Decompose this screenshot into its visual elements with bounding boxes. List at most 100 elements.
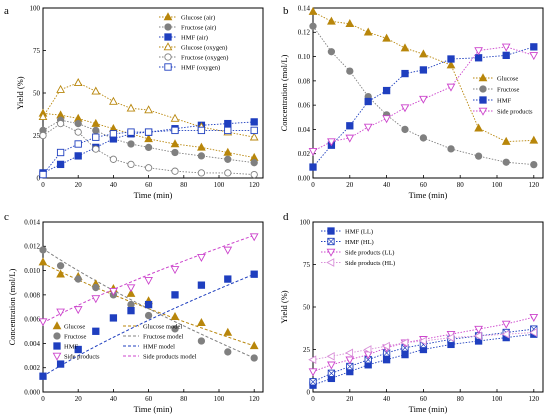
data-point bbox=[171, 291, 179, 299]
legend: Glucose Fructose HMF Side products bbox=[473, 73, 533, 116]
model-line bbox=[42, 248, 255, 359]
data-point bbox=[400, 43, 410, 52]
series-line bbox=[312, 328, 534, 383]
data-point bbox=[447, 55, 455, 63]
data-point bbox=[474, 47, 483, 56]
x-tick-label: 60 bbox=[420, 181, 428, 189]
data-point bbox=[91, 295, 101, 304]
data-point bbox=[39, 170, 47, 179]
data-point bbox=[446, 60, 456, 69]
panel-label: a bbox=[4, 5, 9, 17]
data-point bbox=[419, 134, 428, 142]
data-point bbox=[39, 131, 47, 140]
data-point bbox=[249, 132, 259, 141]
data-point bbox=[327, 138, 336, 147]
y-tick-label: 75 bbox=[33, 47, 41, 55]
data-point bbox=[127, 300, 135, 309]
data-point bbox=[308, 355, 317, 365]
legend-marker bbox=[478, 107, 488, 116]
x-axis-title: Time (min) bbox=[409, 190, 448, 200]
legend-label: HMF bbox=[497, 97, 511, 104]
series-0 bbox=[309, 330, 538, 389]
data-point bbox=[144, 164, 153, 172]
x-tick-label: 60 bbox=[145, 181, 153, 189]
panel-d: d 0 20 40 60 80 100 120 0 25 50 75 100 Time (min) Yiel… bbox=[279, 211, 544, 414]
y-tick-label: 0.008 bbox=[24, 291, 40, 299]
data-point bbox=[74, 119, 82, 128]
data-point bbox=[197, 318, 206, 327]
x-tick-label: 40 bbox=[383, 395, 391, 403]
legend: Glucose Fructose HMF Side products Glucose m… bbox=[52, 321, 197, 361]
data-point bbox=[223, 147, 233, 156]
data-point bbox=[74, 140, 82, 148]
data-point bbox=[345, 356, 355, 365]
data-point bbox=[74, 345, 82, 354]
legend-label: Fructose bbox=[64, 333, 87, 340]
data-point bbox=[224, 119, 232, 128]
data-point bbox=[170, 113, 180, 122]
y-axis-title: Concentration (mol/L) bbox=[279, 54, 289, 131]
data-point bbox=[345, 19, 355, 28]
data-point bbox=[529, 135, 539, 144]
data-point bbox=[56, 262, 65, 270]
legend-label: Glucose model bbox=[143, 323, 182, 330]
data-point bbox=[91, 118, 101, 127]
x-tick-label: 120 bbox=[529, 181, 540, 189]
panel-a: a 0 20 40 60 80 100 120 0 25 50 75 100 Time (min) Yiel… bbox=[4, 4, 264, 200]
data-point bbox=[327, 361, 336, 370]
x-tick-label: 20 bbox=[346, 181, 354, 189]
legend-label: Fructose model bbox=[143, 333, 183, 340]
data-point bbox=[73, 78, 83, 87]
data-point bbox=[346, 67, 354, 75]
data-point bbox=[224, 275, 232, 283]
legend-marker bbox=[164, 23, 172, 31]
legend-label: HMF model bbox=[143, 343, 175, 350]
legend-label: Glucose (oxygen) bbox=[181, 44, 227, 51]
data-point-cross bbox=[309, 378, 317, 386]
x-axis-title: Time (min) bbox=[409, 404, 448, 414]
data-point bbox=[170, 311, 180, 320]
y-axis-title: Concentration (mol/L) bbox=[7, 268, 17, 345]
x-tick-label: 40 bbox=[383, 181, 391, 189]
data-point bbox=[249, 341, 259, 350]
data-point bbox=[171, 325, 179, 333]
data-point-cross bbox=[383, 349, 391, 357]
series-3 bbox=[308, 328, 538, 365]
y-tick-label: 0.12 bbox=[298, 29, 311, 37]
series-1 bbox=[39, 116, 258, 167]
series-line bbox=[42, 119, 255, 164]
data-point bbox=[401, 69, 409, 78]
panel-b: b 0 20 40 60 80 100 120 0.00 0.02 0.04 0.06 0.08 0.10… bbox=[279, 4, 544, 200]
x-tick-label: 80 bbox=[180, 181, 188, 189]
x-tick-label: 80 bbox=[180, 395, 188, 403]
x-tick-label: 100 bbox=[492, 395, 503, 403]
data-point bbox=[170, 139, 180, 148]
data-point bbox=[56, 119, 65, 128]
data-point bbox=[92, 126, 100, 135]
data-point bbox=[529, 313, 539, 322]
data-point bbox=[501, 136, 511, 145]
x-tick-label: 120 bbox=[529, 395, 540, 403]
legend-marker bbox=[479, 96, 487, 104]
data-point bbox=[447, 145, 455, 153]
data-point bbox=[144, 134, 153, 143]
legend-marker bbox=[164, 33, 172, 41]
data-point bbox=[364, 97, 372, 106]
data-point bbox=[309, 22, 317, 30]
y-tick-label: 0.006 bbox=[24, 316, 40, 324]
data-point bbox=[197, 169, 206, 177]
x-axis-title: Time (min) bbox=[134, 190, 173, 200]
data-point bbox=[309, 163, 317, 171]
x-tick-label: 100 bbox=[492, 181, 503, 189]
data-point bbox=[419, 95, 428, 104]
data-point bbox=[250, 354, 258, 362]
x-tick-label: 0 bbox=[311, 395, 315, 403]
data-point bbox=[56, 269, 65, 278]
panel-label: c bbox=[4, 211, 9, 223]
x-tick-label: 60 bbox=[145, 395, 153, 403]
y-tick-label: 0.02 bbox=[298, 150, 311, 158]
data-point bbox=[223, 327, 233, 336]
legend-label: HMF (LL) bbox=[345, 228, 373, 235]
data-point bbox=[529, 52, 539, 61]
legend-marker bbox=[327, 227, 335, 235]
